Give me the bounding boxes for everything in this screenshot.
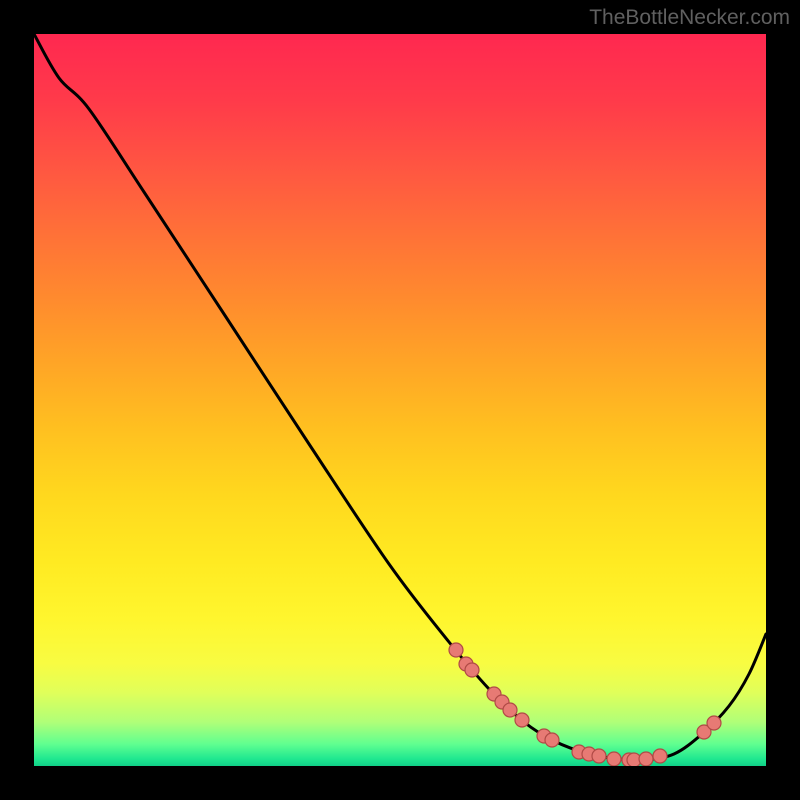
marker-group [449, 643, 721, 766]
data-marker [607, 752, 621, 766]
data-marker [449, 643, 463, 657]
data-marker [545, 733, 559, 747]
data-marker [465, 663, 479, 677]
data-marker [515, 713, 529, 727]
data-marker [592, 749, 606, 763]
data-marker [653, 749, 667, 763]
plot-area [34, 34, 766, 766]
data-marker [503, 703, 517, 717]
watermark-text: TheBottleNecker.com [589, 6, 790, 30]
bottleneck-curve [34, 34, 766, 760]
data-marker [707, 716, 721, 730]
chart-container: TheBottleNecker.com [0, 0, 800, 800]
chart-overlay-svg [34, 34, 766, 766]
data-marker [639, 752, 653, 766]
